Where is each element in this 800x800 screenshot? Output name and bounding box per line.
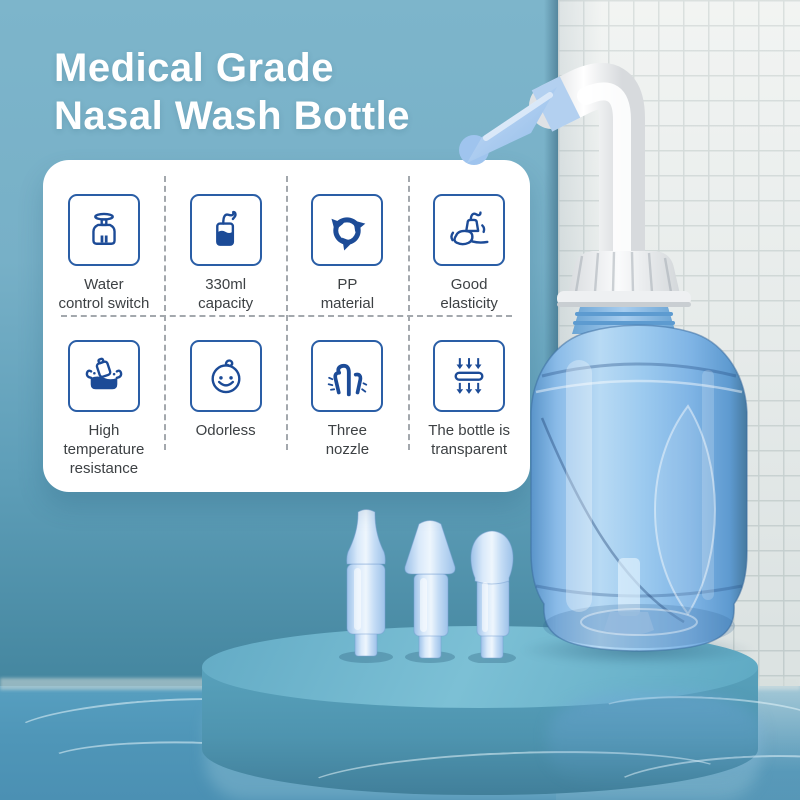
feature-water-control-switch: Water control switch xyxy=(43,160,165,318)
dashed-divider-vertical xyxy=(286,176,288,450)
three-nozzle-icon xyxy=(328,363,368,397)
recycle-icon xyxy=(331,217,366,251)
feature-330ml-capacity: 330ml capacity xyxy=(165,160,287,318)
icon-box xyxy=(311,340,384,412)
pump-icon xyxy=(92,212,116,245)
wash-bottle-icon xyxy=(215,210,237,246)
nasal-wash-bottle-image xyxy=(459,63,748,652)
icon-box xyxy=(189,340,262,412)
dashed-divider-vertical xyxy=(408,176,410,450)
feature-grid: Water control switch 330ml capacity xyxy=(43,160,530,492)
icon-box xyxy=(433,340,506,412)
title-line-2: Nasal Wash Bottle xyxy=(54,94,410,138)
baby-face-icon xyxy=(211,359,241,394)
dashed-divider-vertical xyxy=(164,176,166,450)
feature-bottle-transparent: The bottle is transparent xyxy=(408,318,530,492)
feature-label: 330ml capacity xyxy=(198,276,254,313)
bottle-water-reflection xyxy=(548,692,763,792)
page-title: Medical Grade Nasal Wash Bottle xyxy=(54,44,410,140)
feature-label: Odorless xyxy=(195,422,256,439)
feature-label: PP material xyxy=(320,276,375,313)
feature-label: High temperature resistance xyxy=(63,422,145,478)
feature-label: The bottle is transparent xyxy=(428,422,510,459)
feature-three-nozzle: Three nozzle xyxy=(287,318,409,492)
dashed-divider-horizontal xyxy=(61,315,512,317)
icon-box xyxy=(189,194,262,266)
feature-label: Three nozzle xyxy=(325,422,370,459)
bottle-tube xyxy=(459,63,645,297)
bottle-cap xyxy=(557,251,691,307)
icon-box xyxy=(67,194,140,266)
feature-label: Water control switch xyxy=(58,276,150,313)
transparent-bottle-icon xyxy=(454,358,484,394)
feature-high-temperature-resistance: High temperature resistance xyxy=(43,318,165,492)
feature-card: Water control switch 330ml capacity xyxy=(43,160,530,492)
title-line-1: Medical Grade xyxy=(54,46,334,90)
spare-nozzle-tips xyxy=(339,509,516,663)
hand-squeeze-icon xyxy=(450,211,489,246)
bottle-body xyxy=(530,324,748,652)
feature-good-elasticity: Good elasticity xyxy=(408,160,530,318)
icon-box xyxy=(433,194,506,266)
icon-box xyxy=(311,194,384,266)
feature-odorless: Odorless xyxy=(165,318,287,492)
boiling-pot-icon xyxy=(85,357,123,390)
icon-box xyxy=(67,340,140,412)
feature-pp-material: PP material xyxy=(287,160,409,318)
feature-label: Good elasticity xyxy=(440,276,498,313)
pointed-nozzle-tip xyxy=(346,509,386,657)
